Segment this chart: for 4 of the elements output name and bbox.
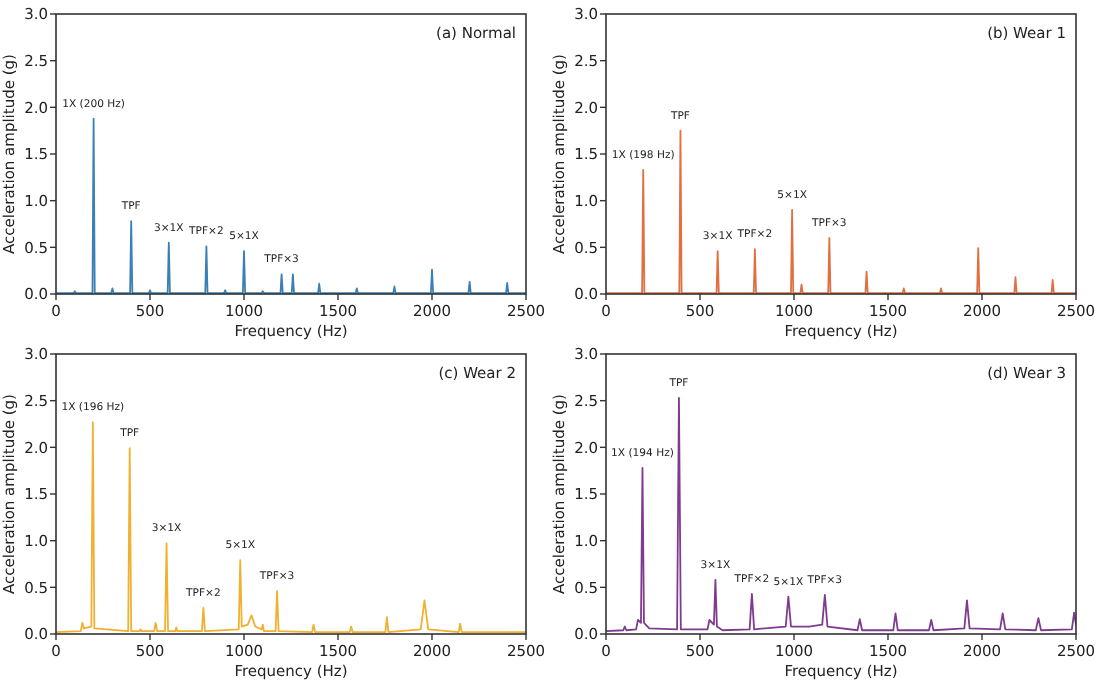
line-series [606, 396, 1076, 633]
line-series [56, 421, 526, 634]
line-series [56, 117, 526, 294]
line-series [606, 129, 1076, 294]
